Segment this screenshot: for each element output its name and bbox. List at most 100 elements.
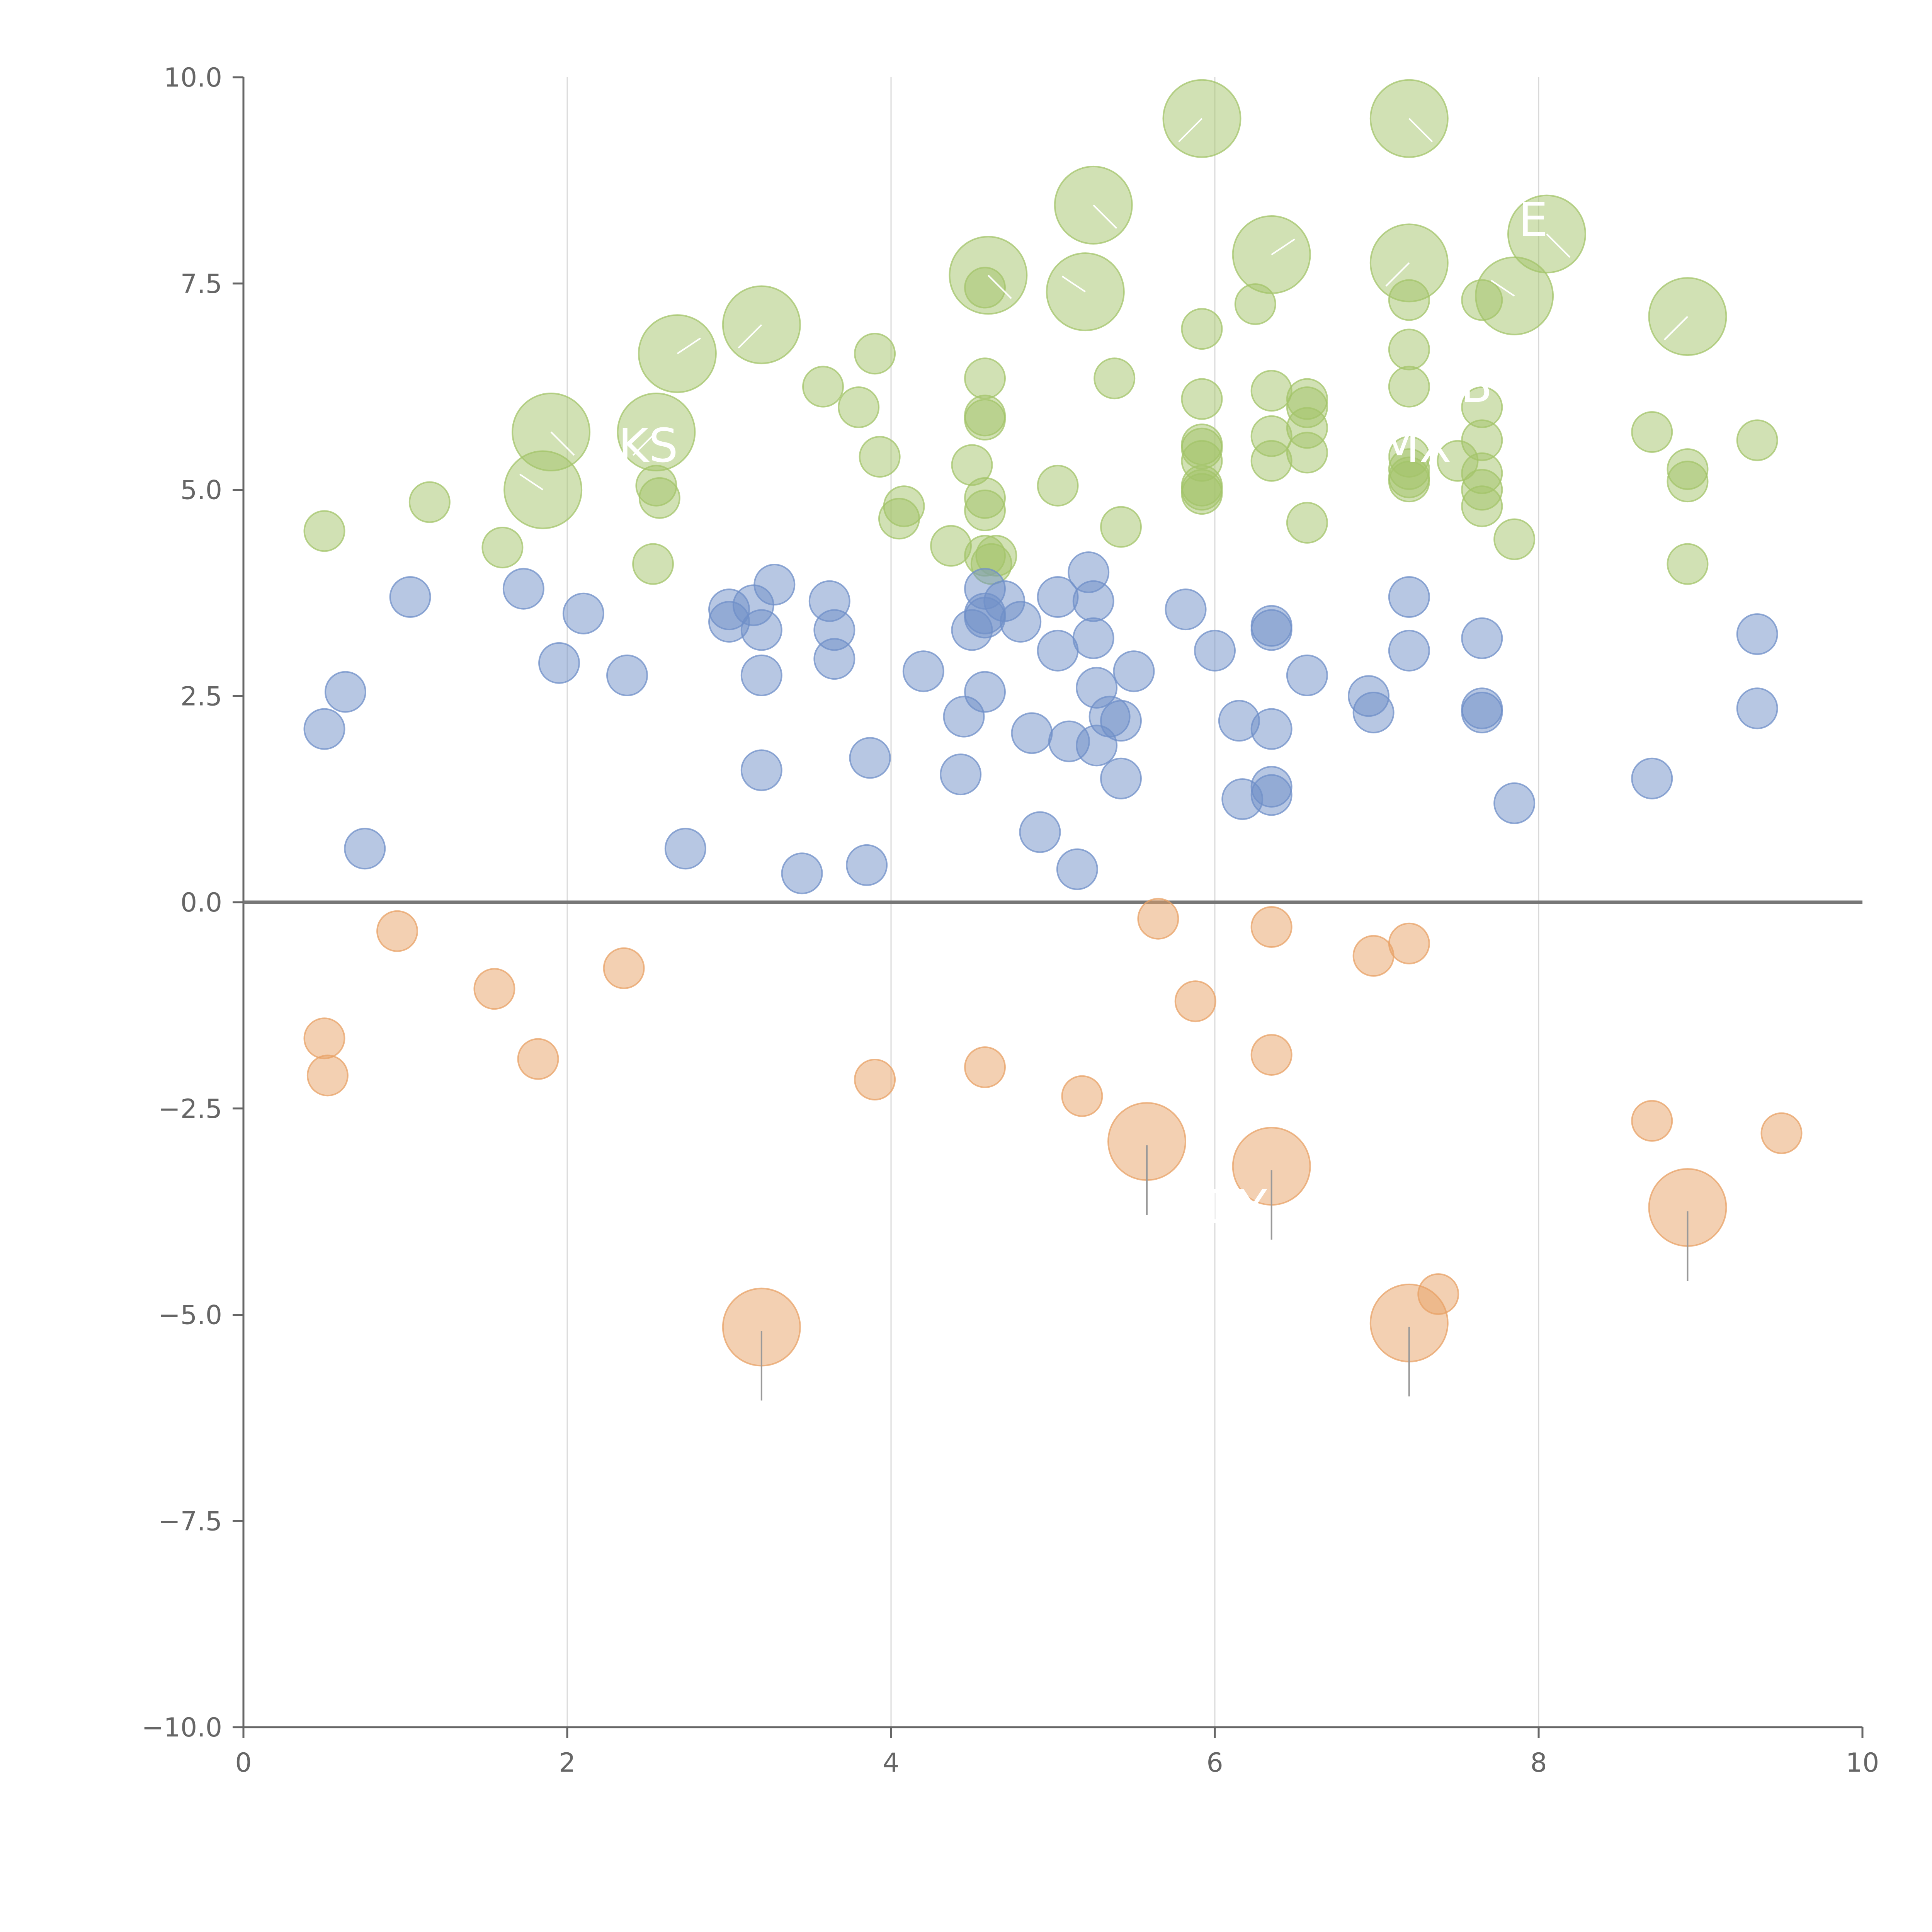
bubble-positive-high — [638, 477, 680, 519]
bubble-positive-low — [1165, 588, 1207, 631]
bubble-negative — [1061, 1075, 1103, 1117]
x-tick-label: 0 — [235, 1748, 252, 1778]
bubble-positive-low — [940, 753, 982, 796]
bubble-positive-low — [1250, 774, 1293, 816]
leader-line — [1061, 276, 1086, 293]
leader-line — [1178, 118, 1202, 143]
axes — [242, 77, 1862, 1728]
bubble-positive-high — [1181, 308, 1223, 350]
bubble-negative — [303, 1017, 345, 1060]
bubble-negative — [1250, 906, 1293, 948]
bubble-positive-low — [1194, 629, 1236, 672]
bubble-positive-low — [1461, 691, 1503, 733]
bubble-positive-low — [846, 844, 888, 886]
leader-line — [1385, 262, 1410, 287]
bubble-positive-low — [740, 654, 782, 696]
bubble-positive-high — [1388, 366, 1430, 408]
leader-line — [1664, 316, 1688, 340]
bubble-positive-low — [964, 671, 1006, 713]
point-label-ks: KS — [618, 419, 678, 473]
bubble-positive-high — [1461, 485, 1503, 527]
bubble-positive-low — [849, 737, 891, 779]
bubble-positive-low — [1072, 617, 1114, 659]
bubble-positive-high — [1631, 411, 1673, 453]
bubble-positive-low — [1072, 580, 1114, 622]
point-label-mx: MX — [1379, 419, 1451, 473]
leader-line — [519, 473, 544, 491]
bubble-negative — [1352, 935, 1395, 977]
bubble-positive-low — [1011, 712, 1053, 754]
bubble-positive-high — [1667, 543, 1709, 585]
bubble-negative — [1250, 1034, 1293, 1076]
bubble-positive-high — [964, 399, 1006, 441]
y-tick-label: −2.5 — [158, 1094, 222, 1124]
bubble-positive-high — [1181, 473, 1223, 515]
bubble-positive-low — [781, 852, 823, 895]
bubble-positive-high — [1250, 370, 1293, 412]
bubble-positive-high — [1388, 461, 1430, 503]
bubble-positive-low — [344, 828, 386, 870]
bubble-negative — [1388, 922, 1430, 964]
bubble-negative — [1631, 1100, 1673, 1142]
bubble-positive-high — [1736, 419, 1778, 461]
x-tick-label: 4 — [883, 1748, 899, 1778]
bubble-negative — [854, 1059, 896, 1101]
x-tick-label: 2 — [559, 1748, 575, 1778]
bubble-positive-low — [502, 568, 544, 610]
y-tick-label: −10.0 — [142, 1713, 222, 1743]
bubble-positive-high — [1286, 502, 1328, 544]
bubble-positive-low — [1100, 700, 1142, 742]
y-tick-label: 5.0 — [180, 475, 222, 506]
bubble-positive-low — [902, 650, 944, 692]
bubble-positive-low — [1493, 782, 1536, 824]
bubble-positive-high — [1181, 378, 1223, 420]
bubble-positive-low — [1113, 650, 1155, 692]
bubble-positive-high — [964, 357, 1006, 400]
leader-line — [1271, 238, 1295, 255]
bubble-negative — [376, 910, 418, 952]
x-tick-label: 8 — [1530, 1748, 1547, 1778]
bubble-positive-high — [1388, 328, 1430, 371]
bubble-positive-low — [1388, 576, 1430, 618]
y-tick-label: 10.0 — [164, 63, 222, 93]
leader-line — [987, 274, 1012, 299]
bubble-positive-low — [1056, 848, 1098, 890]
leader-line — [677, 337, 701, 354]
bubble-positive-low — [1352, 691, 1395, 733]
y-tick-label: −5.0 — [158, 1300, 222, 1331]
bubble-positive-high — [859, 436, 901, 478]
bubble-negative — [473, 968, 515, 1010]
bubble-positive-high — [1250, 440, 1293, 482]
bubble-negative — [517, 1038, 559, 1080]
point-label-b: B — [1461, 359, 1492, 413]
bubble-positive-high — [1667, 461, 1709, 503]
bubble-positive-low — [664, 828, 706, 870]
bubble-positive-low — [1631, 757, 1673, 799]
leader-line — [738, 324, 762, 349]
point-label-e: E — [1519, 193, 1548, 247]
bubble-negative — [603, 947, 645, 989]
bubble-positive-low — [753, 564, 796, 606]
bubble-positive-high — [632, 543, 674, 585]
bubble-positive-low — [1100, 757, 1142, 799]
bubble-positive-high — [1094, 357, 1136, 400]
bubble-positive-low — [1250, 708, 1293, 750]
bubble-positive-low — [1461, 617, 1503, 659]
bubble-positive-low — [606, 654, 648, 696]
bubble-positive-high — [1286, 432, 1328, 474]
bubble-positive-high — [802, 366, 844, 408]
bubble-negative — [1174, 980, 1216, 1022]
y-tick-label: 7.5 — [180, 269, 222, 299]
bubble-positive-low — [538, 642, 580, 684]
bubble-positive-high — [1100, 506, 1142, 548]
x-axis-ticks: 0 2 4 6 8 10 — [235, 1727, 1879, 1778]
bubbles — [303, 79, 1803, 1367]
bubble-positive-low — [1736, 687, 1778, 730]
bubble-positive-low — [389, 576, 431, 618]
bubble-positive-low — [562, 592, 604, 634]
bubble-positive-high — [964, 489, 1006, 531]
bubble-positive-low — [740, 749, 782, 791]
leader-lines — [519, 118, 1689, 1401]
leader-line — [1546, 233, 1571, 258]
bubble-positive-high — [481, 526, 524, 568]
